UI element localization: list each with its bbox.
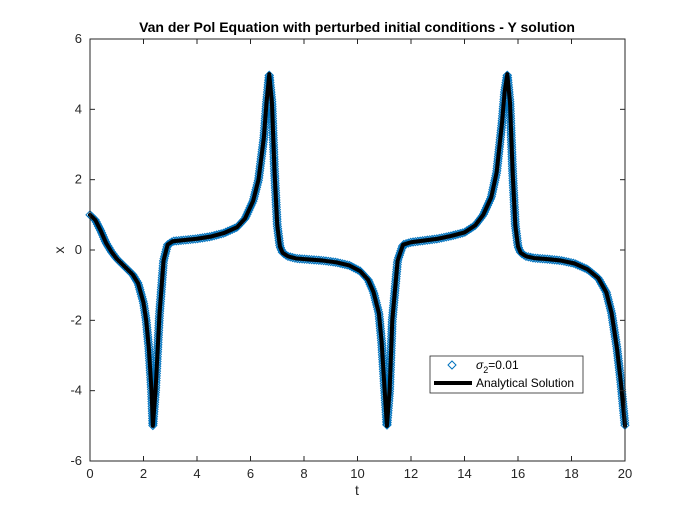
legend-sigma-subscript: 2 bbox=[483, 365, 488, 375]
chart-title: Van der Pol Equation with perturbed init… bbox=[139, 19, 575, 35]
analytical-solution-line bbox=[88, 72, 627, 428]
legend-box bbox=[429, 355, 584, 394]
x-tick-label: 4 bbox=[193, 466, 200, 481]
y-tick-label: -2 bbox=[70, 312, 82, 327]
legend-diamond-marker bbox=[447, 360, 457, 370]
y-tick-label: -4 bbox=[70, 383, 82, 398]
x-tick-label: 8 bbox=[300, 466, 307, 481]
scatter-marker bbox=[148, 420, 158, 431]
x-tick-label: 6 bbox=[247, 466, 254, 481]
legend-sigma-symbol: σ bbox=[476, 358, 484, 372]
series-layer bbox=[85, 70, 630, 431]
legend-entry-analytical: Analytical Solution bbox=[476, 376, 574, 390]
x-tick-label: 20 bbox=[618, 466, 632, 481]
x-tick-label: 2 bbox=[140, 466, 147, 481]
x-axis-label: t bbox=[355, 482, 359, 498]
legend-sigma-value: =0.01 bbox=[488, 358, 519, 372]
x-tick-label: 16 bbox=[511, 466, 525, 481]
legend: σ2=0.01 Analytical Solution bbox=[429, 355, 584, 394]
y-tick-label: 4 bbox=[75, 101, 82, 116]
y-axis-label: x bbox=[51, 247, 67, 254]
y-tick-label: 0 bbox=[75, 242, 82, 257]
x-tick-label: 0 bbox=[86, 466, 93, 481]
legend-entry-sigma: σ2=0.01 bbox=[476, 358, 519, 375]
y-tick-label: -6 bbox=[70, 453, 82, 468]
x-tick-label: 12 bbox=[404, 466, 418, 481]
x-tick-label: 14 bbox=[457, 466, 471, 481]
y-tick-label: 2 bbox=[75, 172, 82, 187]
x-tick-label: 10 bbox=[350, 466, 364, 481]
y-tick-label: 6 bbox=[75, 31, 82, 46]
x-tick-label: 18 bbox=[564, 466, 578, 481]
